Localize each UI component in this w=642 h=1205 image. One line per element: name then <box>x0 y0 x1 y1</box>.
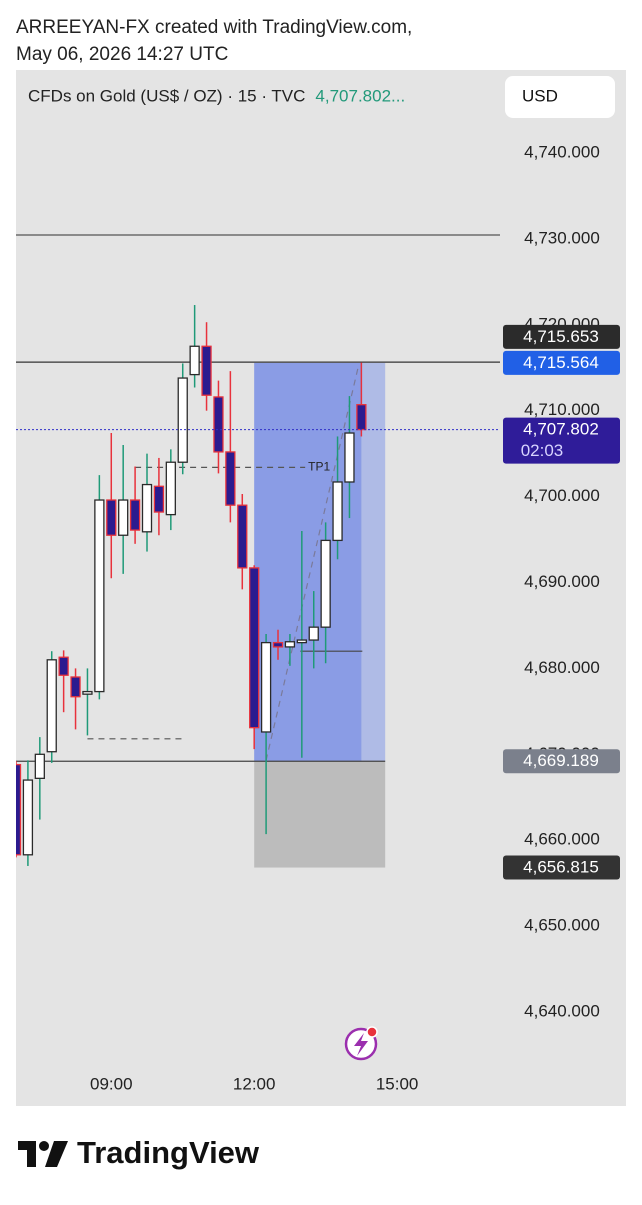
x-tick-label: 12:00 <box>233 1074 276 1093</box>
currency[interactable]: USD <box>522 86 558 105</box>
candle-body <box>237 504 248 569</box>
y-tick-label: 4,660.000 <box>524 830 600 849</box>
stop-zone <box>254 761 386 868</box>
candle-body <box>356 404 367 431</box>
y-tick-label: 4,700.000 <box>524 486 600 505</box>
candle-body <box>46 659 57 753</box>
candle-body <box>118 499 129 536</box>
candle-body <box>129 499 141 531</box>
candle-body <box>189 345 200 376</box>
candle-body <box>296 639 307 644</box>
y-tick-label: 4,710.000 <box>524 400 600 419</box>
price-tag <box>503 417 620 464</box>
candle-body <box>22 779 34 856</box>
price-tag-label: 4,656.815 <box>523 858 599 877</box>
price-tag <box>503 350 620 375</box>
candle-body <box>82 690 93 695</box>
candle-body <box>308 626 319 641</box>
y-tick-label: 4,730.000 <box>524 228 600 247</box>
candle-body <box>272 641 284 648</box>
y-tick-label: 4,650.000 <box>524 916 600 935</box>
line-label: TP1 <box>308 460 330 474</box>
symbol-info: CFDs on Gold (US$ / OZ) · 15 · TVC <box>28 86 305 105</box>
last-price: 4,707.802... <box>315 86 405 105</box>
brand: TradingView <box>77 1135 260 1170</box>
price-tag <box>503 324 620 349</box>
candle-body <box>153 485 165 513</box>
candle-body <box>58 656 69 676</box>
header-line: May 06, 2026 14:27 UTC <box>16 44 228 65</box>
y-tick-label: 4,740.000 <box>524 142 600 161</box>
price-tag-label: 4,707.802 <box>523 420 599 439</box>
price-tag-label: 4,715.653 <box>523 327 599 346</box>
currency-button[interactable] <box>505 76 615 118</box>
candle-body <box>225 451 236 506</box>
candle-body <box>34 753 45 779</box>
plot-area <box>16 234 500 868</box>
candle-body <box>141 483 153 533</box>
y-tick-label: 4,680.000 <box>524 658 600 677</box>
candle-body <box>320 539 331 628</box>
candle-body <box>106 499 117 536</box>
countdown: 02:03 <box>521 441 564 460</box>
price-tag-label: 4,669.189 <box>523 751 599 770</box>
candle-body <box>344 432 355 483</box>
candle-body <box>94 499 105 693</box>
y-tick-label: 4,690.000 <box>524 572 600 591</box>
logo <box>18 1141 68 1167</box>
candle-body <box>16 763 22 856</box>
header-line: ARREEYAN-FX created with TradingView.com… <box>16 17 412 38</box>
price-tag-label: 4,715.564 <box>523 353 599 372</box>
candle-body <box>249 567 260 729</box>
y-tick-label: 4,640.000 <box>524 1001 600 1020</box>
candle-body <box>177 377 188 463</box>
trend-line <box>265 367 359 761</box>
candle-body <box>284 641 296 648</box>
x-tick-label: 09:00 <box>90 1074 133 1093</box>
candle-body <box>165 461 176 516</box>
candle-body <box>213 396 224 453</box>
candle-body <box>70 676 81 698</box>
candle-body <box>260 641 272 733</box>
candle-body <box>201 345 212 396</box>
alert-icon[interactable] <box>344 1026 378 1061</box>
price-tag <box>503 749 620 774</box>
candle-body <box>332 481 343 542</box>
price-tag <box>503 855 620 880</box>
x-tick-label: 15:00 <box>376 1074 419 1093</box>
overlay: 4,640.0004,650.0004,660.0004,670.0004,68… <box>90 142 620 1093</box>
